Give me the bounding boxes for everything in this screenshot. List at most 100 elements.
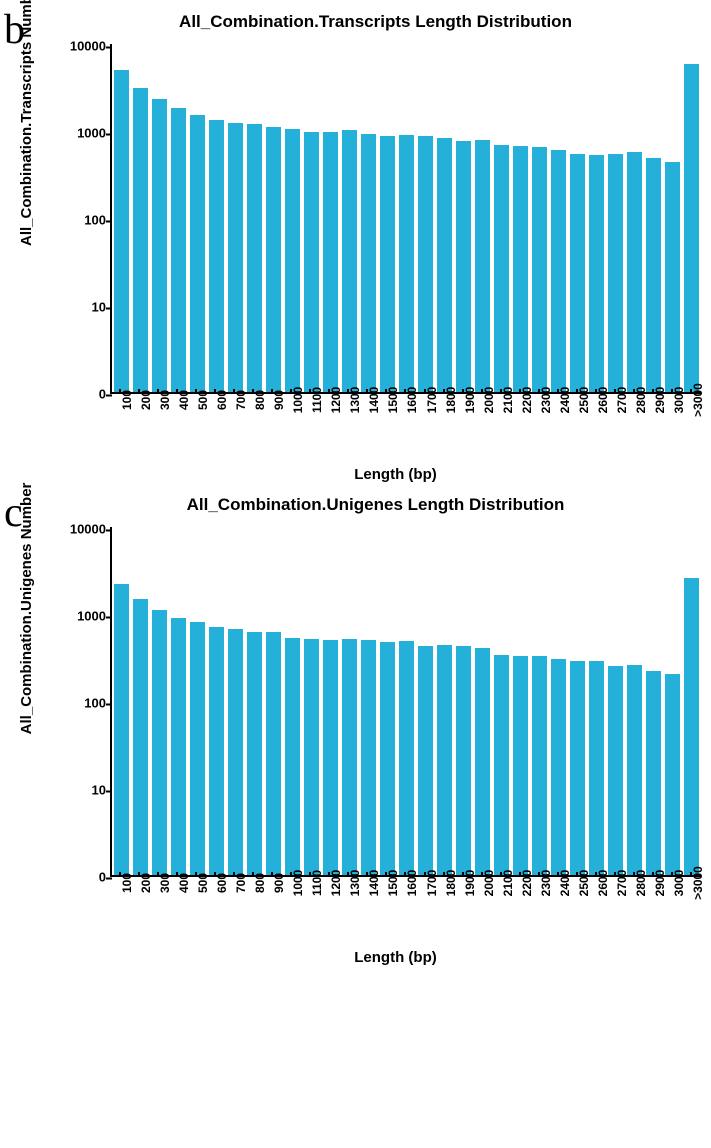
x-label-slot: 1200 — [320, 877, 339, 957]
x-label-slot: 1300 — [339, 394, 358, 474]
bar — [646, 671, 661, 875]
bar-slot — [663, 527, 682, 875]
bar-slot — [264, 44, 283, 392]
y-axis-label: All_Combination.Transcripts Number — [18, 0, 35, 246]
bar — [323, 132, 338, 392]
x-label-slot: 2500 — [568, 394, 587, 474]
bar-slot — [549, 44, 568, 392]
bar — [437, 138, 452, 392]
bar-slot — [112, 527, 131, 875]
bar — [304, 132, 319, 392]
bar — [209, 120, 224, 392]
bar — [285, 638, 300, 875]
bar-slot — [587, 527, 606, 875]
x-label-slot: 1900 — [453, 394, 472, 474]
bar — [342, 639, 357, 875]
x-label-slot: 1100 — [301, 877, 320, 957]
bar — [418, 136, 433, 392]
chart-title: All_Combination.Unigenes Length Distribu… — [0, 495, 711, 515]
x-label-slot: 700 — [224, 394, 243, 474]
bar — [323, 640, 338, 875]
x-label-slot: 700 — [224, 877, 243, 957]
bar — [399, 641, 414, 875]
x-label-slot: 1000 — [282, 394, 301, 474]
bar — [532, 656, 547, 875]
bar-slot — [568, 44, 587, 392]
bar-slot — [454, 527, 473, 875]
bar — [627, 152, 642, 392]
bar — [114, 584, 129, 875]
x-label-slot: 800 — [243, 394, 262, 474]
bar-slot — [226, 527, 245, 875]
y-tick-label: 1000 — [62, 608, 106, 623]
bar-slot — [530, 527, 549, 875]
x-tick-labels: 1002003004005006007008009001000110012001… — [110, 394, 701, 474]
bar-slot — [226, 44, 245, 392]
bar-slot — [264, 527, 283, 875]
x-label-slot: 2400 — [548, 877, 567, 957]
x-label-slot: 900 — [263, 394, 282, 474]
bar — [589, 661, 604, 875]
x-label-slot: 400 — [167, 394, 186, 474]
bar — [399, 135, 414, 392]
chart-panel: cAll_Combination.Unigenes Length Distrib… — [0, 495, 711, 966]
bar-slot — [473, 44, 492, 392]
x-label-slot: 1300 — [339, 877, 358, 957]
x-label-slot: 2800 — [625, 394, 644, 474]
bar — [665, 162, 680, 392]
x-label-slot: 2800 — [625, 877, 644, 957]
bar — [380, 642, 395, 875]
bar — [152, 610, 167, 875]
x-label-slot: 900 — [263, 877, 282, 957]
y-axis-label: All_Combination.Unigenes Number — [18, 483, 35, 735]
bar-slot — [587, 44, 606, 392]
bar-slot — [359, 527, 378, 875]
bar-slot — [549, 527, 568, 875]
y-ticks: 010100100010000 — [70, 44, 110, 394]
x-label-slot: 2400 — [548, 394, 567, 474]
bar-slot — [625, 44, 644, 392]
x-label-slot: 1400 — [358, 394, 377, 474]
x-label-slot: 1200 — [320, 394, 339, 474]
chart-panel: bAll_Combination.Transcripts Length Dist… — [0, 12, 711, 483]
bar — [285, 129, 300, 392]
plot-area — [110, 44, 701, 394]
bar — [247, 124, 262, 392]
bar-slot — [625, 527, 644, 875]
bar-slot — [359, 44, 378, 392]
bar — [513, 656, 528, 875]
bar-slot — [302, 44, 321, 392]
bars-container — [112, 44, 701, 392]
bar-slot — [321, 44, 340, 392]
chart-area: 0101001000100001002003004005006007008009… — [70, 517, 701, 957]
bar-slot — [682, 44, 701, 392]
x-label-slot: 600 — [205, 394, 224, 474]
bar-slot — [511, 527, 530, 875]
bar-slot — [112, 44, 131, 392]
x-label-slot: 2600 — [587, 877, 606, 957]
x-label-slot: 2600 — [587, 394, 606, 474]
bar-slot — [150, 527, 169, 875]
x-label-slot: 600 — [205, 877, 224, 957]
bar — [228, 123, 243, 392]
x-label-slot: 100 — [110, 877, 129, 957]
x-label-slot: 2200 — [510, 877, 529, 957]
x-label-slot: >3000 — [682, 394, 701, 474]
x-label-slot: 500 — [186, 394, 205, 474]
plot-area — [110, 527, 701, 877]
bar — [114, 70, 129, 392]
x-label-slot: 200 — [129, 394, 148, 474]
x-label-slot: 2100 — [491, 394, 510, 474]
bar-slot — [530, 44, 549, 392]
bar — [133, 88, 148, 392]
bar — [570, 154, 585, 392]
x-label-slot: 1000 — [282, 877, 301, 957]
y-tick-label: 10000 — [62, 38, 106, 53]
x-label-slot: 1700 — [415, 877, 434, 957]
bar — [361, 640, 376, 875]
x-label-slot: 2000 — [472, 877, 491, 957]
bar-slot — [682, 527, 701, 875]
bar-slot — [454, 44, 473, 392]
x-label-slot: 2500 — [568, 877, 587, 957]
bar-slot — [435, 527, 454, 875]
